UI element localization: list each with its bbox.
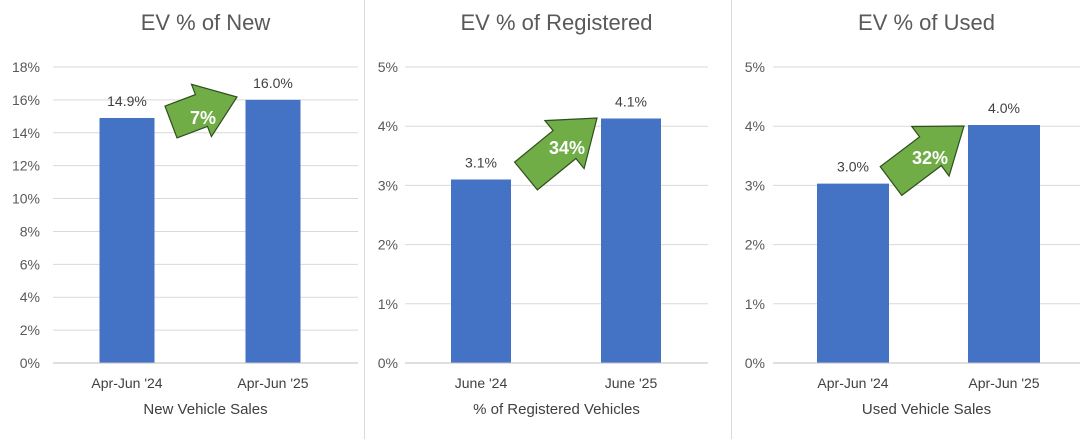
chart-panel-registered: EV % of Registered 0% 1% 2% 3% 4% 5% 3.1% June '…: [365, 0, 731, 439]
data-label: 4.1%: [615, 94, 647, 110]
y-tick-label: 0%: [378, 355, 398, 371]
data-label: 14.9%: [107, 93, 147, 109]
bar: [968, 125, 1040, 364]
x-tick-label: Apr-Jun '25: [237, 375, 308, 391]
y-tick-label: 4%: [745, 118, 765, 134]
y-tick-label: 4%: [378, 118, 398, 134]
panel-divider: [731, 0, 732, 439]
x-axis-title: % of Registered Vehicles: [473, 401, 640, 418]
x-axis-title: New Vehicle Sales: [143, 401, 267, 418]
y-tick-label: 6%: [20, 256, 40, 272]
y-tick-label: 3%: [378, 177, 398, 193]
growth-percent-label: 32%: [912, 148, 948, 168]
chart-used-svg: EV % of Used 0% 1% 2% 3% 4% 5% 3.0% Apr-Jun '24 4…: [745, 10, 1080, 418]
growth-percent-label: 7%: [190, 108, 216, 128]
y-tick-label: 16%: [12, 92, 40, 108]
chart-title: EV % of Registered: [461, 10, 653, 35]
data-label: 4.0%: [988, 100, 1020, 116]
data-label: 3.0%: [837, 159, 869, 175]
y-tick-label: 18%: [12, 59, 40, 75]
chart-title: EV % of Used: [858, 10, 995, 35]
chart-panel-new: EV % of New 0% 2% 4% 6% 8% 10% 12% 14% 16% 18% 14.9…: [0, 0, 364, 439]
y-tick-label: 0%: [745, 355, 765, 371]
growth-percent-label: 34%: [549, 138, 585, 158]
bar: [451, 179, 511, 363]
bar: [601, 118, 661, 363]
y-tick-label: 5%: [378, 59, 398, 75]
bar: [99, 117, 155, 363]
chart-registered-svg: EV % of Registered 0% 1% 2% 3% 4% 5% 3.1% June '…: [378, 10, 708, 418]
bar: [245, 99, 301, 363]
y-tick-label: 14%: [12, 125, 40, 141]
growth-arrow-icon: [513, 117, 598, 191]
x-axis-title: Used Vehicle Sales: [862, 401, 991, 418]
x-tick-label: Apr-Jun '24: [817, 375, 888, 391]
y-tick-label: 1%: [745, 296, 765, 312]
y-tick-label: 2%: [745, 237, 765, 253]
y-tick-label: 4%: [20, 289, 40, 305]
data-label: 3.1%: [465, 154, 497, 170]
data-label: 16.0%: [253, 75, 293, 91]
y-tick-label: 12%: [12, 158, 40, 174]
y-tick-label: 8%: [20, 223, 40, 239]
y-tick-label: 3%: [745, 177, 765, 193]
chart-new-svg: EV % of New 0% 2% 4% 6% 8% 10% 12% 14% 16% 18% 14.9…: [12, 10, 358, 418]
growth-arrow-icon: [879, 125, 965, 197]
y-tick-label: 5%: [745, 59, 765, 75]
y-tick-label: 1%: [378, 296, 398, 312]
y-tick-label: 2%: [378, 237, 398, 253]
growth-arrow-icon: [164, 83, 238, 139]
y-tick-label: 10%: [12, 191, 40, 207]
chart-panel-used: EV % of Used 0% 1% 2% 3% 4% 5% 3.0% Apr-Jun '24 4…: [732, 0, 1091, 439]
x-tick-label: June '24: [455, 375, 508, 391]
x-tick-label: June '25: [605, 375, 658, 391]
y-tick-label: 2%: [20, 322, 40, 338]
x-tick-label: Apr-Jun '25: [968, 375, 1039, 391]
y-tick-label: 0%: [20, 355, 40, 371]
bar: [817, 183, 889, 363]
x-tick-label: Apr-Jun '24: [91, 375, 162, 391]
chart-title: EV % of New: [141, 10, 271, 35]
panel-divider: [364, 0, 365, 439]
